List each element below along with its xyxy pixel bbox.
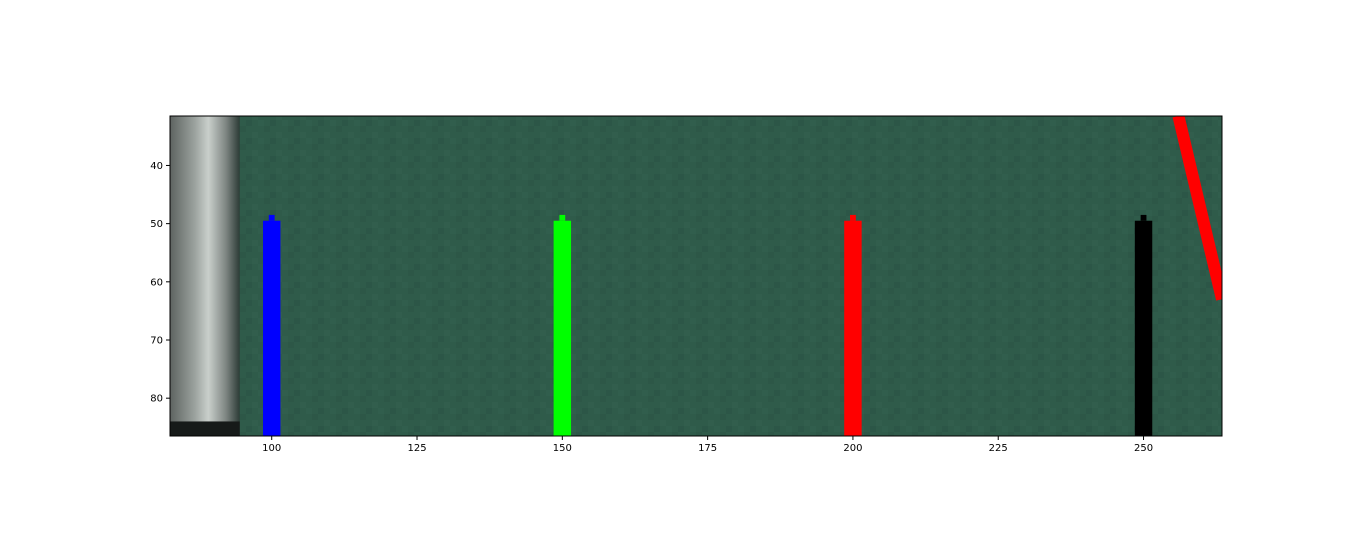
marker-bar-0	[262, 220, 281, 436]
red-diagonal-line	[1172, 116, 1222, 301]
y-axis: 40 50 60 70 80	[150, 161, 170, 405]
marker-cap-2	[850, 214, 856, 221]
marker-cap-0	[268, 214, 275, 221]
y-tick-label: 70	[150, 336, 163, 347]
x-tick-label: 175	[698, 443, 717, 454]
marker-2	[844, 214, 862, 436]
y-tick-label: 40	[150, 161, 163, 172]
marker-cap-3	[1140, 214, 1147, 221]
markers-layer	[262, 214, 1153, 436]
marker-bar-2	[844, 220, 862, 436]
y-tick-label: 50	[150, 219, 163, 230]
x-axis: 100 125 150 175 200 225 250	[262, 436, 1153, 454]
plot-frame	[169, 115, 1223, 437]
post-shadow	[170, 421, 240, 436]
x-tick-label: 250	[1134, 443, 1153, 454]
y-tick-label: 80	[150, 394, 163, 405]
plot-area	[170, 116, 1222, 436]
x-tick-label: 150	[553, 443, 572, 454]
x-tick-label: 100	[262, 443, 281, 454]
marker-bar-3	[1134, 220, 1153, 436]
marker-cap-1	[559, 214, 566, 221]
x-tick-label: 125	[407, 443, 426, 454]
marker-0	[262, 214, 281, 436]
marker-1	[553, 214, 572, 436]
x-tick-label: 225	[989, 443, 1008, 454]
post-image-region	[170, 116, 240, 436]
field-background	[170, 116, 1222, 436]
x-tick-label: 200	[843, 443, 862, 454]
y-tick-label: 60	[150, 277, 163, 288]
marker-bar-1	[553, 220, 572, 436]
marker-3	[1134, 214, 1153, 436]
